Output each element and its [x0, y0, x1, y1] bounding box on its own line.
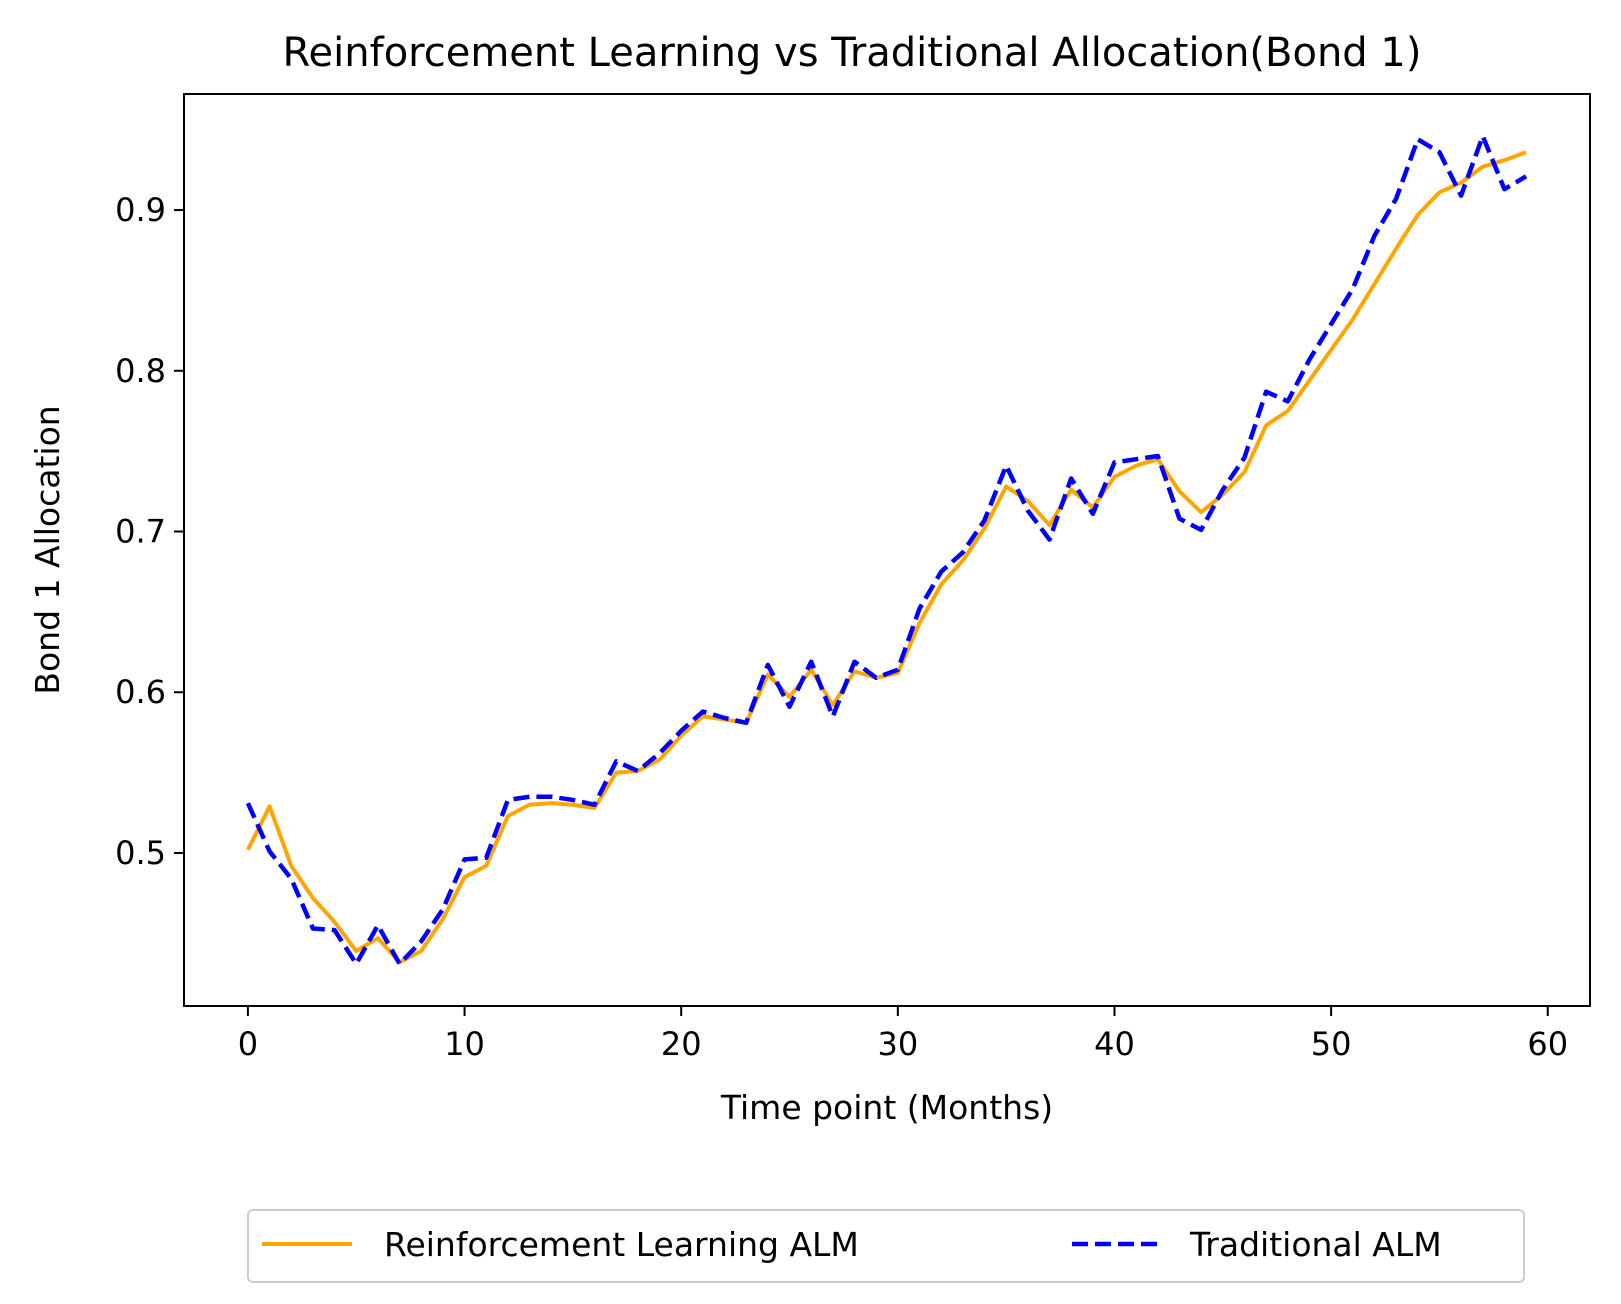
x-tick-label: 20 — [661, 1025, 702, 1063]
plot-area — [245, 133, 1528, 967]
x-axis: 0 10 20 30 40 50 60 — [238, 1006, 1568, 1063]
legend-label-traditional: Traditional ALM — [1189, 1225, 1442, 1264]
y-tick-label: 0.7 — [115, 513, 166, 551]
y-tick-label: 0.6 — [115, 673, 166, 711]
x-tick-label: 50 — [1311, 1025, 1352, 1063]
y-axis-label: Bond 1 Allocation — [28, 405, 67, 694]
y-axis: 0.5 0.6 0.7 0.8 0.9 — [115, 191, 184, 872]
y-tick-label: 0.8 — [115, 352, 166, 390]
y-tick-label: 0.5 — [115, 834, 166, 872]
x-tick-label: 0 — [238, 1025, 258, 1063]
x-tick-label: 40 — [1094, 1025, 1135, 1063]
chart-title: Reinforcement Learning vs Traditional Al… — [283, 30, 1422, 76]
x-tick-label: 60 — [1527, 1025, 1568, 1063]
series-line-reinforcement-learning — [246, 150, 1527, 965]
x-tick-label: 30 — [877, 1025, 918, 1063]
legend-box — [247, 1209, 1525, 1283]
legend-label-reinforcement-learning: Reinforcement Learning ALM — [384, 1225, 859, 1264]
series-line-traditional — [245, 133, 1528, 967]
x-tick-label: 10 — [444, 1025, 485, 1063]
legend: Reinforcement Learning ALM Traditional A… — [247, 1209, 1525, 1283]
y-tick-label: 0.9 — [115, 191, 166, 229]
x-axis-label: Time point (Months) — [720, 1088, 1053, 1127]
plot-frame — [183, 93, 1591, 1007]
